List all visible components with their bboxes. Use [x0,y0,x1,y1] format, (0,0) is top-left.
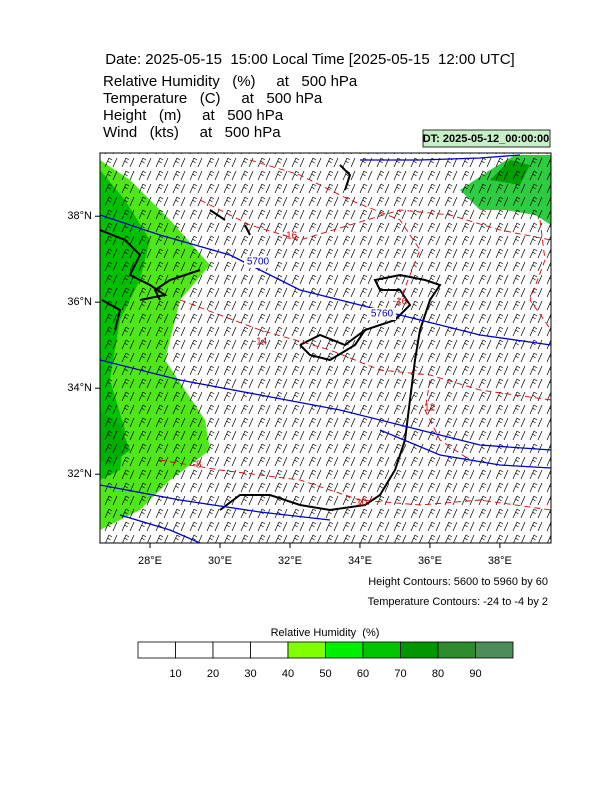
y-tick-label: 38°N [67,210,92,222]
title: Date: 2025-05-15 15:00 Local Time [2025-… [105,51,514,68]
x-tick-label: 34°E [348,555,372,567]
colorbar-label: 90 [469,668,481,680]
contour-label-bg [244,256,272,268]
field-line: Wind (kts) at 500 hPa [103,124,281,141]
colorbar-box [212,641,251,659]
field-line: Relative Humidity (%) at 500 hPa [103,73,358,90]
height-contour-label: 5760 [371,309,394,320]
temperature-contour-label: -14 [253,337,268,348]
colorbar-box [400,641,439,659]
temperature-contour-label: -10 [353,498,368,509]
colorbar-box [325,641,364,659]
colorbar-box [250,641,289,659]
colorbar-label: 50 [319,668,331,680]
colorbar-label: 30 [244,668,256,680]
y-tick-label: 36°N [67,296,92,308]
colorbar-label: 70 [394,668,406,680]
x-tick-label: 38°E [488,555,512,567]
colorbar-box [475,641,514,659]
colorbar-label: 20 [207,668,219,680]
y-tick-label: 32°N [67,468,92,480]
x-tick-label: 30°E [208,555,232,567]
colorbar-label: 80 [432,668,444,680]
colorbar-label: 40 [282,668,294,680]
field-line: Height (m) at 500 hPa [103,107,284,124]
temperature-contours [159,159,551,511]
x-tick-label: 32°E [278,555,302,567]
height-legend: Height Contours: 5600 to 5960 by 60 [368,576,548,588]
colorbar-box [175,641,214,659]
temperature-contour-label: -16 [283,231,298,242]
y-tick-label: 34°N [67,382,92,394]
temperature-legend: Temperature Contours: -24 to -4 by 2 [368,596,548,608]
colorbar-box [137,641,176,659]
colorbar-box [437,641,476,659]
temperature-contour-label: -16 [393,297,408,308]
height-contour-label: 5700 [247,257,270,268]
contour-label-bg [368,308,396,320]
dt-box [422,129,551,148]
x-tick-label: 36°E [418,555,442,567]
dt-label: DT: 2025-05-12_00:00:00 [423,133,550,145]
map-frame [99,152,552,544]
x-tick-label: 28°E [138,555,162,567]
field-line: Temperature (C) at 500 hPa [103,90,323,107]
colorbar-label: 60 [357,668,369,680]
colorbar-box [287,641,326,659]
colorbar-title: Relative Humidity (%) [271,627,380,639]
wind-barbs [100,153,551,543]
colorbar-label: 10 [169,668,181,680]
temperature-contour-label: -12 [421,403,436,414]
temperature-contour-label: -8 [193,460,202,471]
colorbar-box [362,641,401,659]
